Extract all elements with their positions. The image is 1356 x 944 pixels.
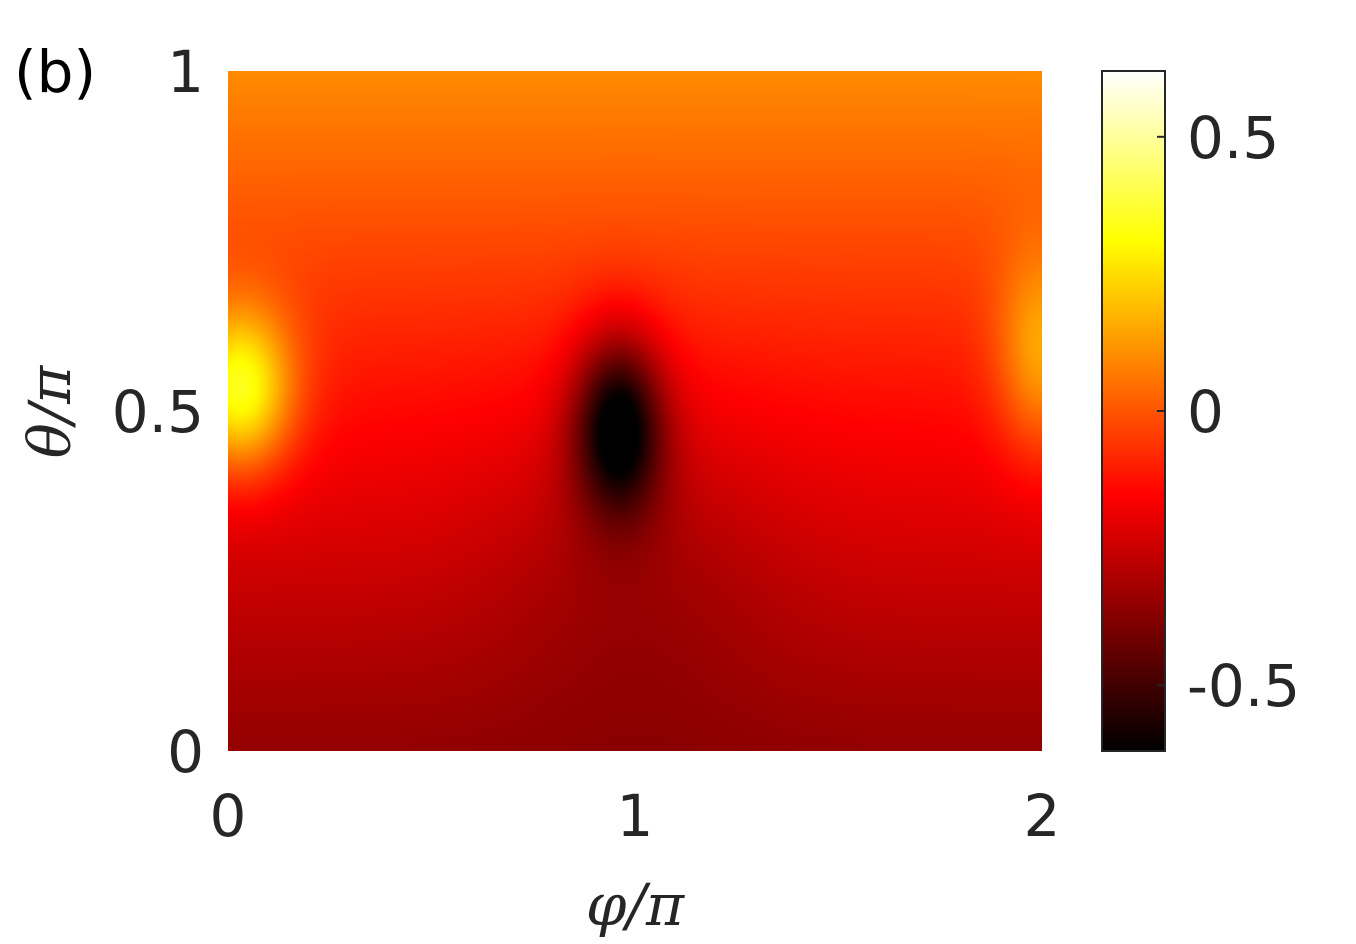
y-axis-label: θ/π (16, 365, 84, 458)
colorbar-tick-label: -0.5 (1187, 652, 1300, 720)
colorbar: -0.5 0 0.5 (1101, 70, 1300, 752)
colorbar-ticks: -0.5 0 0.5 (1157, 104, 1300, 720)
x-tick-labels: 0 1 2 (210, 782, 1061, 850)
x-tick-label: 1 (617, 782, 654, 850)
x-tick-label: 0 (210, 782, 247, 850)
y-tick-label: 1 (167, 38, 204, 106)
heatmap-cells (228, 71, 1042, 751)
colorbar-gradient (1101, 70, 1166, 752)
y-tick-label: 0 (167, 718, 204, 786)
x-tick-label: 2 (1024, 782, 1061, 850)
colorbar-tick-label: 0.5 (1187, 104, 1279, 172)
y-tick-labels: 00.51 (112, 38, 204, 786)
colorbar-tick-label: 0 (1187, 378, 1224, 446)
y-tick-label: 0.5 (112, 378, 204, 446)
x-axis-label: φ/π (586, 871, 685, 939)
heatmap-plot-area (228, 71, 1042, 751)
panel-label: (b) (14, 38, 96, 106)
